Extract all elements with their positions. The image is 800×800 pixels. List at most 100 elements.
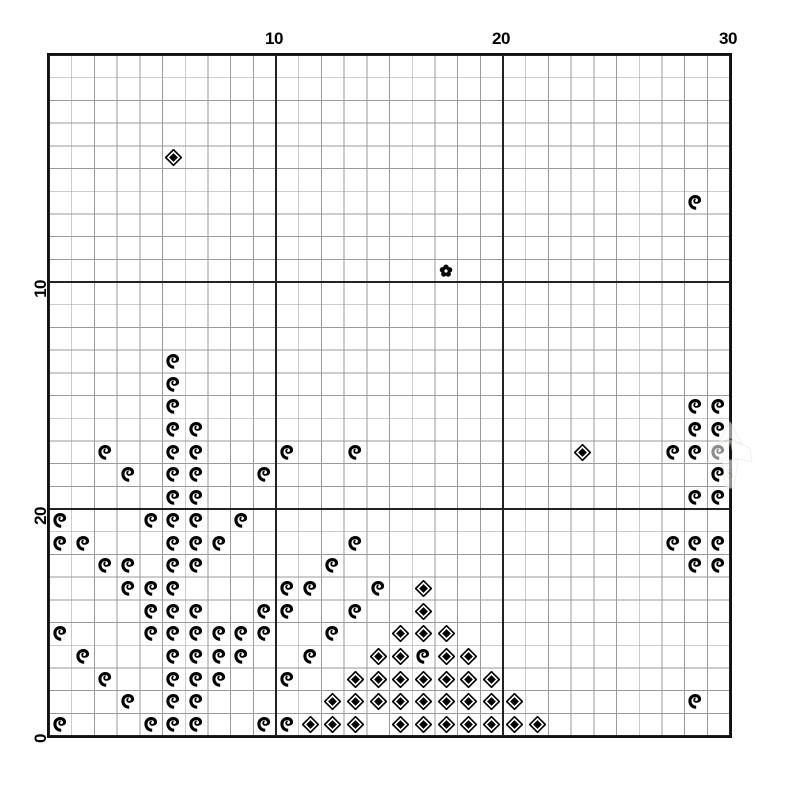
- stitch-cell[interactable]: [662, 441, 685, 464]
- stitch-cell[interactable]: [276, 668, 299, 691]
- stitch-cell[interactable]: [321, 713, 344, 736]
- stitch-cell[interactable]: [140, 577, 163, 600]
- stitch-cell[interactable]: [185, 713, 208, 736]
- stitch-cell[interactable]: [208, 645, 231, 668]
- stitch-cell[interactable]: [685, 532, 708, 555]
- stitch-cell[interactable]: [231, 509, 254, 532]
- stitch-cell[interactable]: [231, 645, 254, 668]
- stitch-cell[interactable]: [163, 600, 186, 623]
- stitch-cell[interactable]: [435, 668, 458, 691]
- stitch-cell[interactable]: [503, 691, 526, 714]
- stitch-cell[interactable]: [94, 668, 117, 691]
- stitch-cell[interactable]: [72, 645, 95, 668]
- stitch-cell[interactable]: [344, 532, 367, 555]
- stitch-cell[interactable]: [707, 486, 730, 509]
- stitch-cell[interactable]: [140, 600, 163, 623]
- stitch-cell[interactable]: [163, 350, 186, 373]
- stitch-cell[interactable]: [662, 532, 685, 555]
- stitch-cell[interactable]: [253, 623, 276, 646]
- stitch-cell[interactable]: [163, 577, 186, 600]
- stitch-cell[interactable]: [435, 623, 458, 646]
- stitch-cell[interactable]: [458, 691, 481, 714]
- stitch-cell[interactable]: [185, 691, 208, 714]
- stitch-cell[interactable]: [163, 418, 186, 441]
- stitch-cell[interactable]: [367, 691, 390, 714]
- stitch-cell[interactable]: [163, 486, 186, 509]
- stitch-cell[interactable]: [117, 464, 140, 487]
- stitch-cell[interactable]: [49, 509, 72, 532]
- stitch-cell[interactable]: [163, 645, 186, 668]
- stitch-cell[interactable]: [72, 532, 95, 555]
- stitch-cell[interactable]: [412, 600, 435, 623]
- stitch-cell[interactable]: [321, 691, 344, 714]
- stitch-cell[interactable]: [685, 396, 708, 419]
- stitch-cell[interactable]: [163, 623, 186, 646]
- stitch-cell[interactable]: [685, 441, 708, 464]
- stitch-cell[interactable]: [185, 486, 208, 509]
- stitch-cell[interactable]: [49, 713, 72, 736]
- stitch-cell[interactable]: [208, 532, 231, 555]
- stitch-cell[interactable]: [390, 691, 413, 714]
- stitch-cell[interactable]: [185, 441, 208, 464]
- stitch-cell[interactable]: [390, 668, 413, 691]
- stitch-cell[interactable]: [412, 623, 435, 646]
- stitch-cell[interactable]: [707, 554, 730, 577]
- stitch-cell[interactable]: [321, 554, 344, 577]
- stitch-cell[interactable]: [140, 623, 163, 646]
- stitch-cell[interactable]: [117, 577, 140, 600]
- stitch-cell[interactable]: [344, 691, 367, 714]
- stitch-cell[interactable]: [707, 418, 730, 441]
- stitch-cell[interactable]: [344, 668, 367, 691]
- stitch-cell[interactable]: [685, 418, 708, 441]
- stitch-cell[interactable]: [49, 623, 72, 646]
- stitch-cell[interactable]: [185, 645, 208, 668]
- stitch-cell[interactable]: [344, 600, 367, 623]
- stitch-cell[interactable]: [412, 645, 435, 668]
- stitch-cell[interactable]: [163, 691, 186, 714]
- stitch-cell[interactable]: [685, 691, 708, 714]
- stitch-cell[interactable]: [253, 713, 276, 736]
- stitch-cell[interactable]: [163, 396, 186, 419]
- stitch-cell[interactable]: [435, 645, 458, 668]
- stitch-cell[interactable]: [49, 532, 72, 555]
- stitch-cell[interactable]: [163, 441, 186, 464]
- stitch-cell[interactable]: [503, 713, 526, 736]
- stitch-cell[interactable]: [185, 554, 208, 577]
- stitch-cell[interactable]: [458, 713, 481, 736]
- stitch-cell[interactable]: [707, 532, 730, 555]
- stitch-cell[interactable]: [163, 668, 186, 691]
- stitch-cell[interactable]: [458, 645, 481, 668]
- stitch-cell[interactable]: [390, 645, 413, 668]
- stitch-cell[interactable]: [458, 668, 481, 691]
- stitch-cell[interactable]: [367, 645, 390, 668]
- stitch-cell[interactable]: [390, 713, 413, 736]
- stitch-cell[interactable]: [208, 623, 231, 646]
- stitch-cell[interactable]: [253, 464, 276, 487]
- stitch-cell[interactable]: [299, 713, 322, 736]
- stitch-cell[interactable]: [185, 600, 208, 623]
- stitch-cell[interactable]: [412, 577, 435, 600]
- stitch-cell[interactable]: [231, 623, 254, 646]
- stitch-cell[interactable]: [185, 532, 208, 555]
- stitch-cell[interactable]: [163, 554, 186, 577]
- stitch-cell[interactable]: [208, 668, 231, 691]
- stitch-cell[interactable]: [163, 373, 186, 396]
- stitch-cell[interactable]: [185, 623, 208, 646]
- stitch-cell[interactable]: [435, 713, 458, 736]
- stitch-cell[interactable]: [685, 554, 708, 577]
- stitch-cell[interactable]: [140, 713, 163, 736]
- stitch-cell[interactable]: [299, 645, 322, 668]
- stitch-cell[interactable]: [480, 668, 503, 691]
- stitch-cell[interactable]: [367, 668, 390, 691]
- stitch-cell[interactable]: [344, 441, 367, 464]
- stitch-cell[interactable]: [276, 577, 299, 600]
- stitch-cell[interactable]: [94, 441, 117, 464]
- stitch-cell[interactable]: [321, 623, 344, 646]
- stitch-cell[interactable]: [435, 259, 458, 282]
- stitch-cell[interactable]: [526, 713, 549, 736]
- stitch-cell[interactable]: [163, 146, 186, 169]
- stitch-cell[interactable]: [163, 464, 186, 487]
- stitch-cell[interactable]: [117, 554, 140, 577]
- stitch-cell[interactable]: [707, 396, 730, 419]
- stitch-cell[interactable]: [344, 713, 367, 736]
